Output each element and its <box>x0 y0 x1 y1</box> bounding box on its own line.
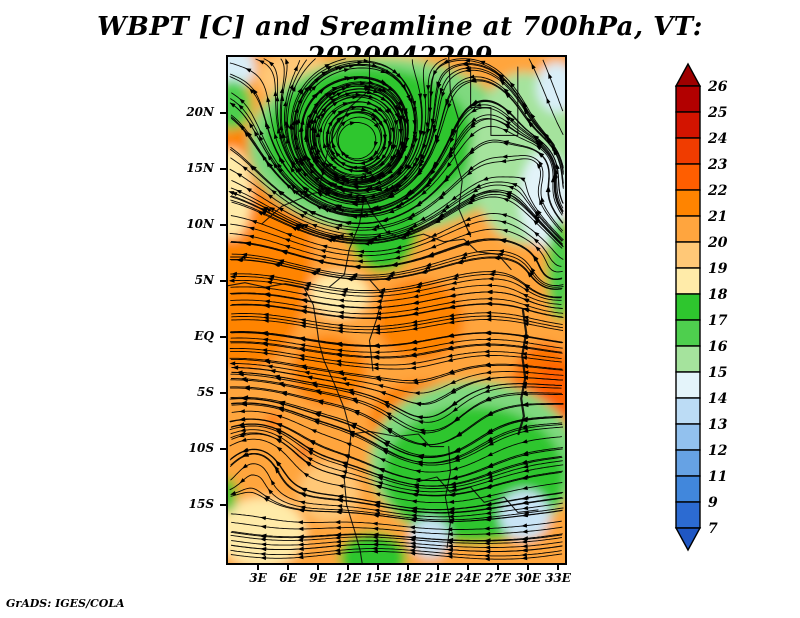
colorbar-arrow-bottom <box>674 527 702 552</box>
y-tick-5N <box>220 279 226 282</box>
x-tick-label: 6E <box>279 571 297 585</box>
x-tick-30E <box>527 565 529 570</box>
x-tick-6E <box>287 565 289 570</box>
region-small-red-spot <box>299 446 309 458</box>
colorbar-label: 15 <box>708 365 727 381</box>
x-tick-3E <box>257 565 259 570</box>
colorbar-label: 7 <box>708 521 718 537</box>
colorbar-label: 20 <box>707 235 728 251</box>
colorbar-label: 25 <box>707 105 727 121</box>
y-tick-20N <box>220 111 226 114</box>
map-panel <box>226 55 567 565</box>
region-top-right-paleblue <box>536 62 565 113</box>
colorbar-segment <box>675 449 701 477</box>
x-tick-21E <box>437 565 439 570</box>
colorbar-segment <box>675 137 701 165</box>
x-tick-label: 3E <box>249 571 267 585</box>
y-tick-label: EQ <box>194 328 214 343</box>
x-tick-12E <box>347 565 349 570</box>
colorbar-segment <box>675 111 701 139</box>
colorbar-segment <box>675 423 701 451</box>
colorbar-segment <box>675 345 701 373</box>
x-tick-label: 12E <box>335 571 361 585</box>
y-tick-15S <box>220 503 226 506</box>
colorbar-label: 9 <box>708 495 718 511</box>
region-west-orange-spot <box>266 413 281 429</box>
colorbar-label: 23 <box>707 157 728 173</box>
y-tick-5S <box>220 391 226 394</box>
colorbar-label: 24 <box>707 131 727 147</box>
colorbar-label: 26 <box>707 79 728 95</box>
y-tick-10N <box>220 223 226 226</box>
x-tick-label: 33E <box>545 571 571 585</box>
y-tick-label: 20N <box>186 104 214 119</box>
colorbar-label: 17 <box>708 313 728 329</box>
colorbar-label: 13 <box>708 417 728 433</box>
colorbar-segment <box>675 319 701 347</box>
colorbar-label: 14 <box>708 391 727 407</box>
colorbar-segment <box>675 475 701 503</box>
x-tick-label: 9E <box>309 571 327 585</box>
y-tick-label: 5N <box>194 272 214 287</box>
x-tick-label: 15E <box>365 571 391 585</box>
region-green-tongue-south <box>345 165 421 272</box>
region-sw-paleyellow <box>228 497 306 563</box>
y-tick-label: 15N <box>186 160 214 175</box>
region-coast-paleyellow <box>308 272 370 318</box>
x-tick-label: 18E <box>395 571 421 585</box>
x-tick-33E <box>557 565 559 570</box>
colorbar-label: 19 <box>708 261 728 277</box>
x-tick-18E <box>407 565 409 570</box>
colorbar-segment <box>675 85 701 113</box>
colorbar-segment <box>675 501 701 529</box>
map-canvas <box>228 57 565 563</box>
colorbar-label: 11 <box>708 469 727 485</box>
y-tick-15N <box>220 167 226 170</box>
x-tick-label: 21E <box>425 571 451 585</box>
credit-text: GrADS: IGES/COLA <box>6 597 125 610</box>
colorbar-segment <box>675 189 701 217</box>
x-tick-27E <box>497 565 499 570</box>
colorbar-label: 18 <box>708 287 728 303</box>
region-south-tan-patch <box>298 461 360 523</box>
y-tick-label: 10N <box>186 216 214 231</box>
y-tick-10S <box>220 447 226 450</box>
colorbar-label: 21 <box>707 209 727 225</box>
x-tick-24E <box>467 565 469 570</box>
colorbar-segment <box>675 293 701 321</box>
colorbar: 26 25 24 23 22 21 20 19 18 17 16 15 14 13 12 11 9 7 <box>674 62 728 552</box>
x-tick-label: 30E <box>515 571 541 585</box>
colorbar-segment <box>675 215 701 243</box>
colorbar-arrow-top <box>674 62 702 87</box>
x-tick-label: 27E <box>485 571 511 585</box>
colorbar-label: 16 <box>708 339 728 355</box>
x-tick-15E <box>377 565 379 570</box>
colorbar-segment <box>675 371 701 399</box>
region-bottom-green-tongue <box>339 532 407 563</box>
colorbar-label: 22 <box>707 183 728 199</box>
streamline-arrowheads <box>228 58 560 562</box>
colorbar-label: 12 <box>708 443 728 459</box>
x-tick-label: 24E <box>455 571 481 585</box>
y-tick-EQ <box>220 335 226 338</box>
colorbar-segment <box>675 267 701 295</box>
y-tick-label: 5S <box>196 384 214 399</box>
y-tick-label: 10S <box>188 440 214 455</box>
colorbar-segment <box>675 397 701 425</box>
colorbar-segment <box>675 241 701 269</box>
x-tick-9E <box>317 565 319 570</box>
colorbar-segment <box>675 163 701 191</box>
y-tick-label: 15S <box>188 496 214 511</box>
